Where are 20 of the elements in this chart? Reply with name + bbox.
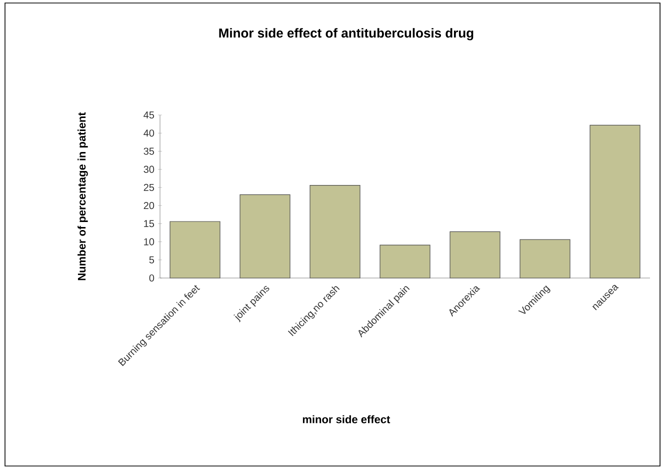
- y-tick-label: 15: [144, 220, 154, 228]
- y-tick-label: 30: [144, 166, 154, 173]
- y-tick-label: 25: [144, 184, 154, 191]
- y-axis-title: Number of percentage in patient: [78, 112, 88, 280]
- y-tick-label: 35: [144, 148, 154, 155]
- y-tick-label: 20: [144, 202, 154, 210]
- bar: [240, 194, 290, 278]
- y-tick-label: 10: [144, 238, 154, 246]
- bar: [450, 231, 500, 278]
- bar: [520, 239, 570, 278]
- bar: [310, 184, 360, 278]
- y-tick-label: 0: [149, 274, 154, 282]
- bar: [590, 124, 640, 278]
- y-tick-label: 5: [149, 256, 154, 264]
- bar: [170, 221, 220, 278]
- y-tick-label: 40: [144, 130, 154, 137]
- bar: [380, 244, 430, 278]
- chart-title: Minor side effect of antituberculosis drug: [219, 28, 474, 40]
- x-axis-title: minor side effect: [302, 415, 390, 424]
- y-tick-label: 45: [144, 112, 154, 118]
